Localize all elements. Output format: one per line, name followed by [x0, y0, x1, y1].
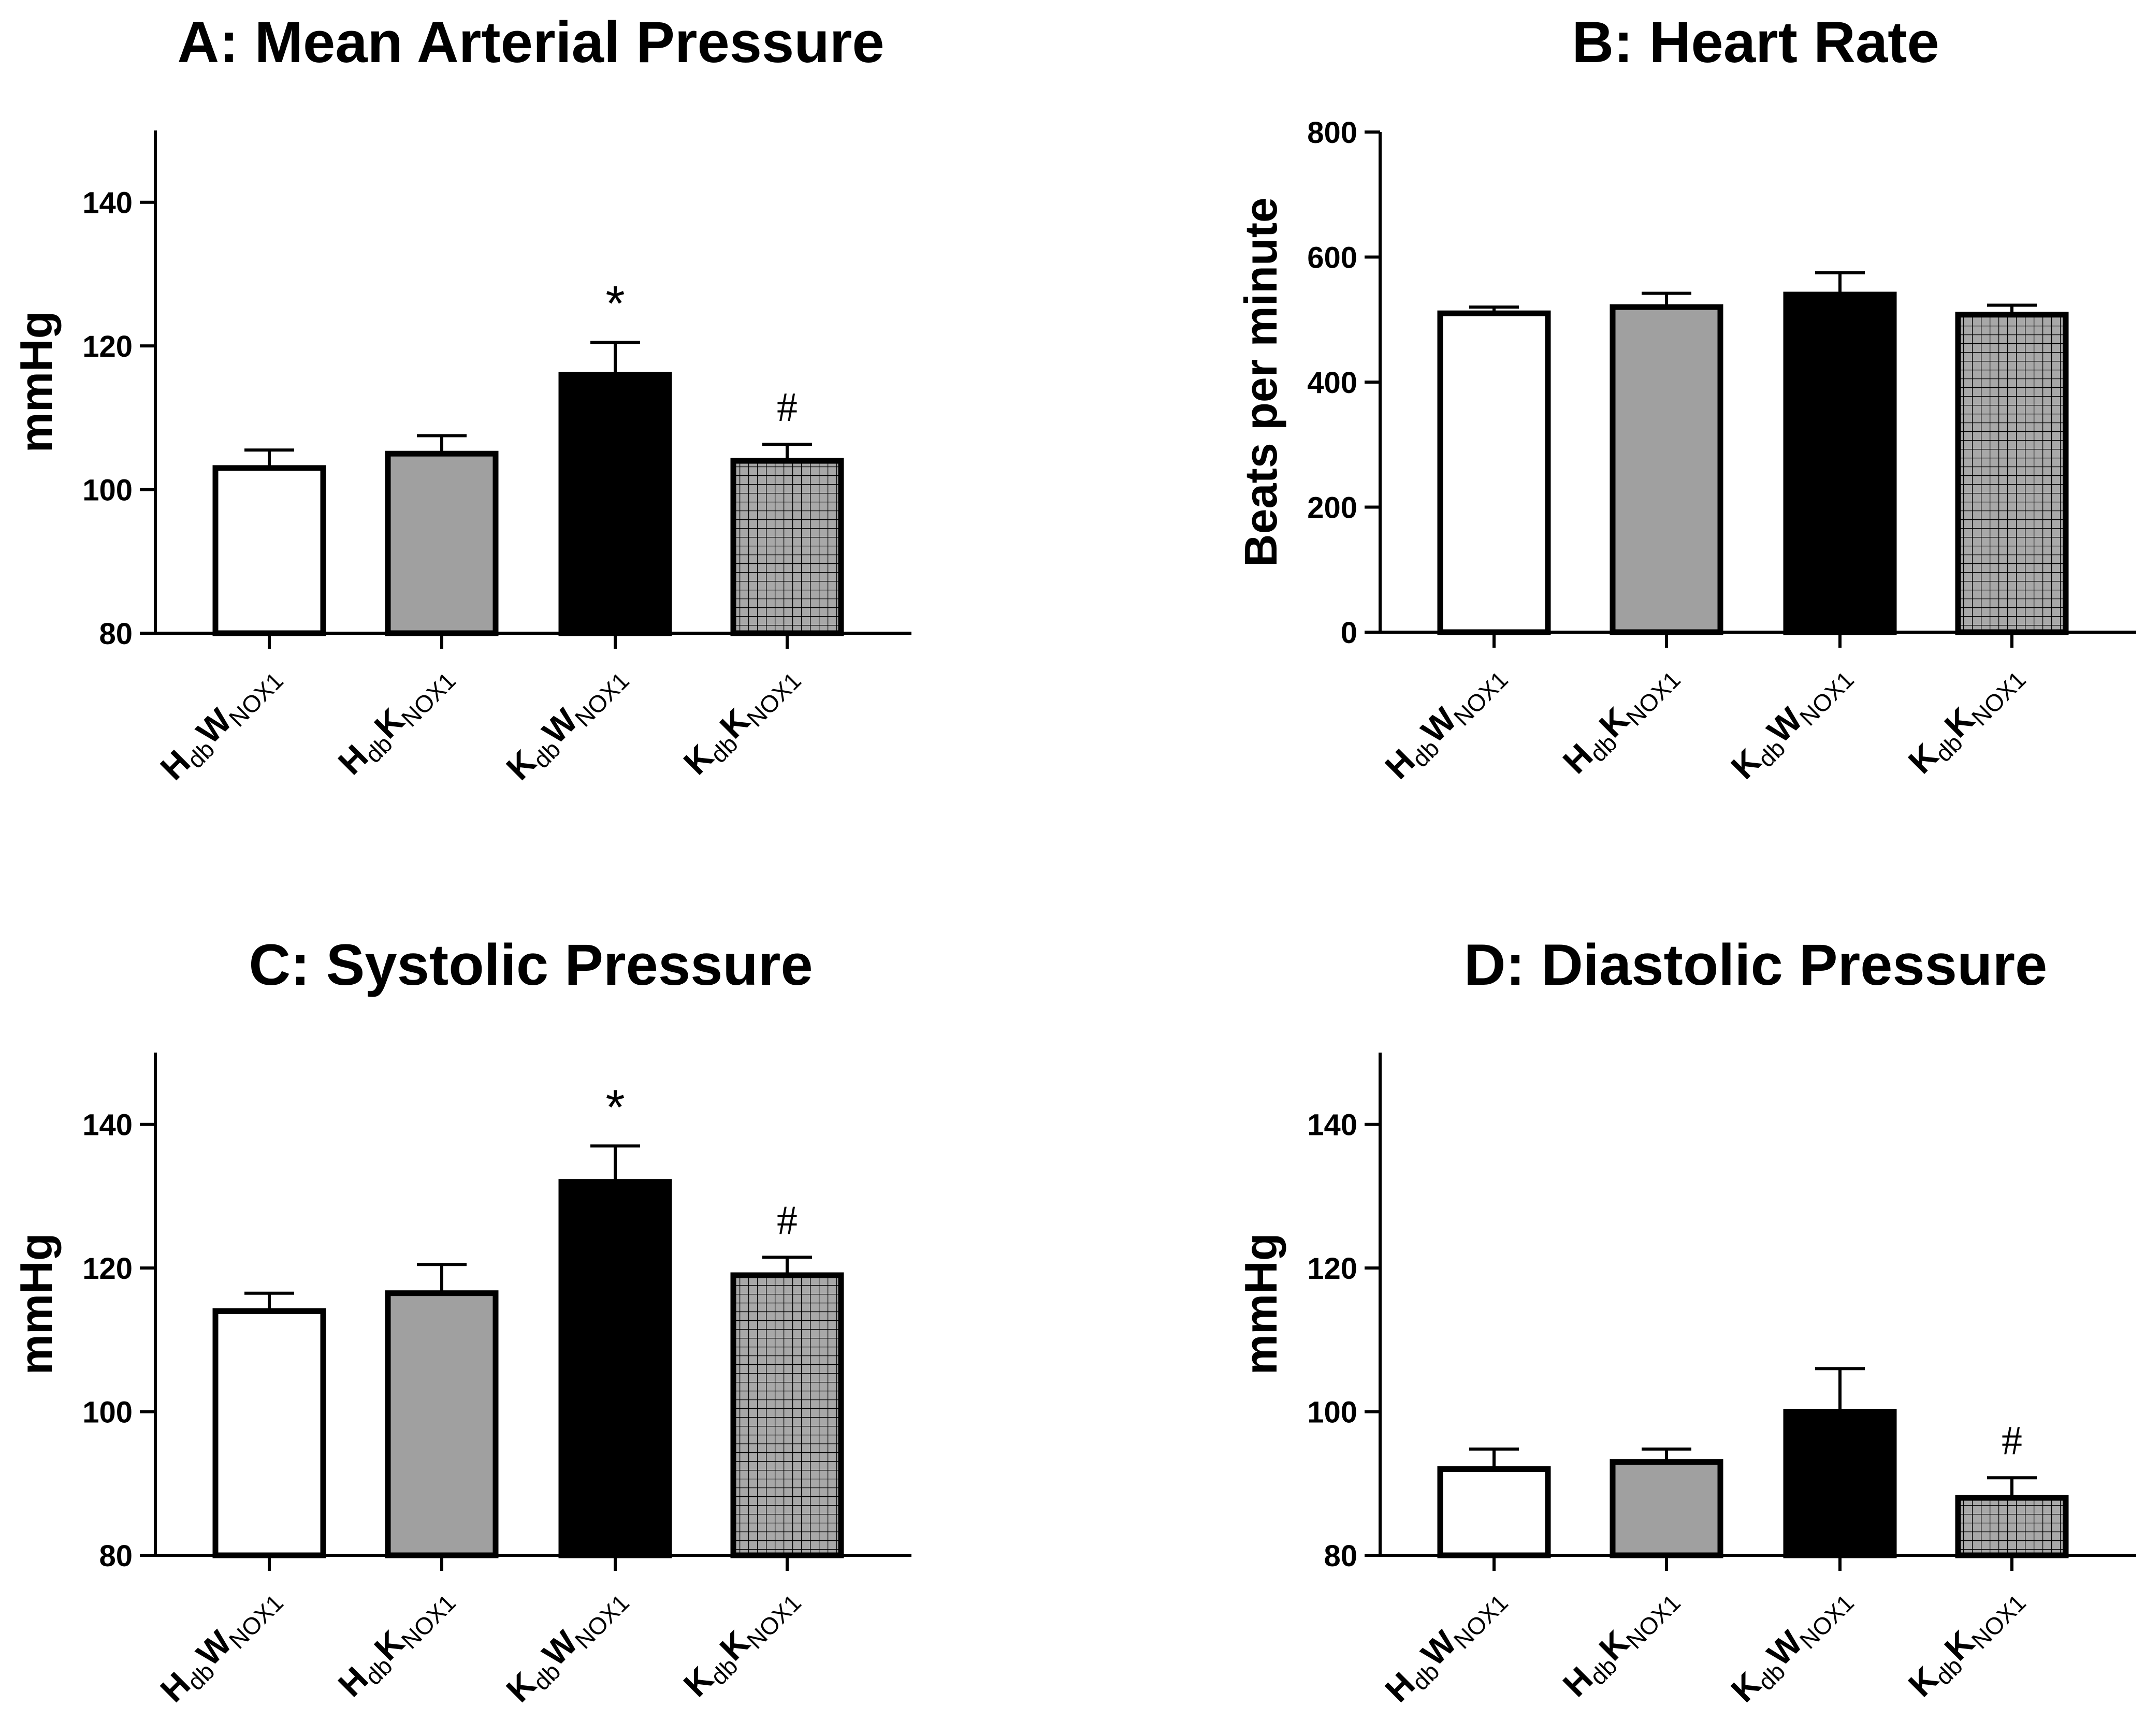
chart-title: D: Diastolic Pressure — [1464, 932, 2048, 997]
bar — [385, 450, 499, 636]
x-category-label: KdbWNOX1 — [1723, 654, 1859, 790]
bar — [1783, 1409, 1897, 1558]
y-tick-label: 120 — [1307, 1252, 1357, 1286]
significance-annotation: # — [777, 1198, 798, 1243]
bar — [212, 1308, 326, 1558]
y-axis-label: Beats per minute — [1235, 197, 1286, 567]
chart-title: A: Mean Arterial Pressure — [177, 10, 884, 75]
x-category-label: KdbWNOX1 — [1723, 1578, 1859, 1713]
y-tick-label: 200 — [1307, 491, 1357, 525]
x-category-label: HdbKNOX1 — [1555, 1578, 1686, 1708]
x-category-label: KdbWNOX1 — [499, 655, 634, 791]
chart-title: C: Systolic Pressure — [249, 932, 813, 997]
bar — [212, 465, 326, 636]
y-axis-label: mmHg — [10, 311, 62, 453]
bar — [730, 458, 844, 636]
y-tick-label: 140 — [82, 186, 133, 220]
bar — [558, 1179, 672, 1558]
bar — [1437, 310, 1551, 635]
bar — [1783, 291, 1897, 635]
chart-title: B: Heart Rate — [1572, 10, 1939, 75]
bar — [730, 1272, 844, 1558]
y-tick-label: 120 — [82, 1252, 133, 1286]
x-category-label: HdbWNOX1 — [153, 1578, 288, 1713]
x-category-label: KdbWNOX1 — [499, 1578, 634, 1713]
bar — [1610, 304, 1723, 635]
y-tick-label: 100 — [1307, 1396, 1357, 1429]
y-tick-label: 80 — [99, 1539, 133, 1573]
y-tick-label: 80 — [1324, 1539, 1357, 1573]
bar — [1610, 1459, 1723, 1558]
x-category-label: HdbKNOX1 — [330, 1578, 461, 1708]
x-category-label: HdbWNOX1 — [1378, 1578, 1513, 1713]
chart-panel-a: A: Mean Arterial Pressure mmHg 80 100 120 140… — [10, 10, 911, 791]
y-axis-label: mmHg — [10, 1233, 62, 1375]
y-tick-label: 600 — [1307, 241, 1357, 275]
y-tick-label: 80 — [99, 617, 133, 651]
chart-panel-c: C: Systolic Pressure mmHg 80 100 120 140 HdbWN… — [10, 932, 911, 1713]
x-category-label: KdbKNOX1 — [676, 655, 806, 786]
x-category-label: KdbKNOX1 — [1901, 654, 2031, 785]
y-tick-label: 0 — [1341, 616, 1357, 650]
significance-annotation: # — [2002, 1418, 2022, 1464]
x-category-label: HdbWNOX1 — [1378, 654, 1513, 790]
bar — [558, 372, 672, 636]
x-category-label: KdbKNOX1 — [676, 1578, 806, 1708]
x-category-label: HdbWNOX1 — [153, 655, 288, 791]
y-tick-label: 100 — [82, 474, 133, 507]
x-category-label: KdbKNOX1 — [1901, 1578, 2031, 1708]
chart-panel-b: B: Heart Rate Beats per minute 0 200 400 600 8… — [1235, 10, 2136, 790]
x-category-label: HdbKNOX1 — [1555, 654, 1686, 785]
y-tick-label: 100 — [82, 1396, 133, 1429]
y-tick-label: 140 — [82, 1108, 133, 1142]
chart-panel-d: D: Diastolic Pressure mmHg 80 100 120 140 HdbW… — [1235, 932, 2136, 1713]
y-tick-label: 800 — [1307, 116, 1357, 150]
significance-annotation: * — [605, 276, 625, 331]
bar — [1955, 1495, 2069, 1558]
y-tick-label: 120 — [82, 330, 133, 363]
y-axis-label: mmHg — [1235, 1233, 1286, 1375]
bar — [385, 1290, 499, 1558]
y-tick-label: 400 — [1307, 366, 1357, 400]
y-tick-label: 140 — [1307, 1108, 1357, 1142]
x-category-label: HdbKNOX1 — [330, 655, 461, 786]
bar — [1437, 1466, 1551, 1558]
bar — [1955, 312, 2069, 635]
significance-annotation: * — [605, 1079, 625, 1135]
significance-annotation: # — [777, 385, 798, 430]
